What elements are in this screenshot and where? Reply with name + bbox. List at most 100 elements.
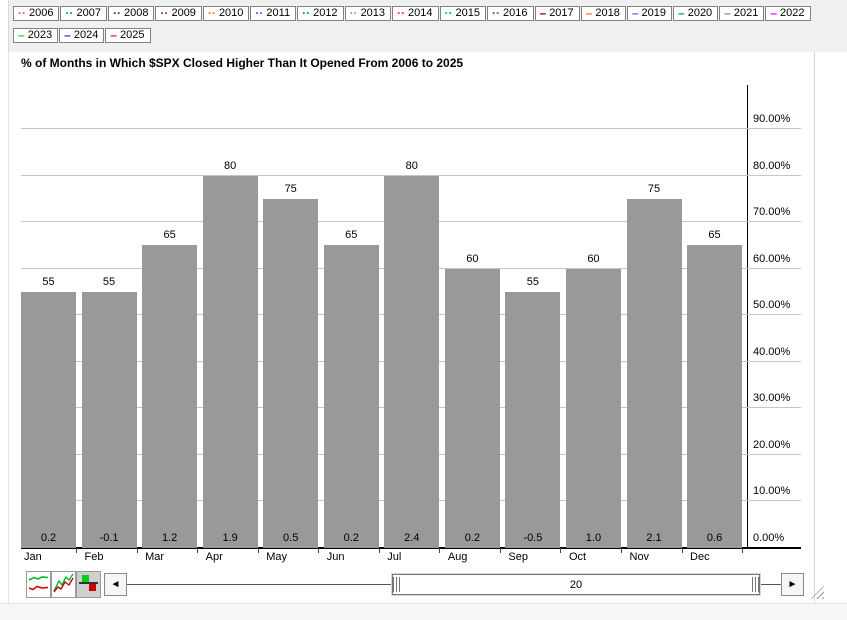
year-marker-icon: ·· [397, 6, 406, 20]
bar-value-label-Apr: 80 [224, 159, 237, 172]
year-toggle-2023[interactable]: –2023 [13, 27, 59, 43]
x-axis-tick-Jun [378, 548, 380, 553]
year-toggle-2024[interactable]: –2024 [59, 27, 105, 43]
bar-value-label-Nov: 75 [647, 182, 661, 195]
right-arrow-icon: ► [787, 579, 798, 590]
x-axis-label-Jun: Jun [326, 551, 345, 563]
legend-row-1: ·· 2006 ·· 2007 ·· 2008 ·· 2009 ·· 2010 ·· 2011 ·· 20… [13, 3, 847, 23]
year-label: 2010 [218, 7, 244, 19]
x-axis-label-Dec: Dec [690, 551, 710, 563]
year-label: 2007 [76, 7, 101, 19]
year-label: 2011 [266, 7, 291, 19]
scroll-right-button[interactable]: ► [781, 573, 804, 596]
year-toggle-2025[interactable]: –2025 [105, 27, 151, 43]
scrollbar-value: 20 [569, 578, 583, 591]
bar-Dec [687, 245, 743, 548]
year-toggle-2022[interactable]: –2022 [765, 5, 811, 21]
bar-value-label-Mar: 65 [163, 229, 176, 242]
bar-footer-value-Jun: 0.2 [343, 532, 359, 544]
bar-value-label-Sep: 55 [526, 275, 540, 288]
year-label: 2021 [733, 7, 759, 19]
x-axis-label-Apr: Apr [205, 551, 223, 563]
zigzag-chart-icon [53, 573, 74, 596]
year-legend-bar: ·· 2006 ·· 2007 ·· 2008 ·· 2009 ·· 2010 ·· 2011 ·· 20… [8, 0, 847, 52]
year-label: 2013 [360, 7, 386, 19]
chart-title: % of Months in Which $SPX Closed Higher … [21, 56, 464, 70]
year-toggle-2014[interactable]: ·· 2014 [392, 5, 439, 21]
x-axis-tick-Apr [257, 548, 259, 553]
x-axis-tick-Oct [620, 548, 622, 553]
bar-Apr [202, 175, 258, 548]
year-toggle-2018[interactable]: –2018 [580, 5, 626, 21]
scroll-left-button[interactable]: ◄ [104, 573, 127, 596]
bar-May [263, 198, 319, 548]
year-toggle-2016[interactable]: ·· 2016 [487, 5, 534, 21]
year-toggle-2010[interactable]: ·· 2010 [202, 5, 250, 21]
bar-value-label-May: 75 [284, 182, 297, 195]
bar-Aug [444, 268, 500, 548]
x-axis-label-Feb: Feb [84, 551, 104, 563]
bar-footer-value-Feb: -0.1 [99, 532, 119, 544]
year-marker-icon: – [631, 6, 639, 20]
year-toggle-2013[interactable]: ·· 2013 [344, 5, 392, 21]
x-axis-label-Oct: Oct [568, 551, 587, 563]
bar-value-label-Jul: 80 [405, 159, 418, 172]
year-marker-icon: – [18, 28, 25, 42]
year-toggle-2017[interactable]: –2017 [534, 5, 580, 21]
bar-footer-value-May: 0.5 [283, 532, 299, 544]
bar-value-label-Oct: 60 [587, 252, 600, 265]
resize-grip[interactable] [808, 586, 824, 599]
y-axis-label-40: 40.00% [753, 345, 791, 358]
x-axis-tick-May [318, 548, 320, 553]
year-marker-icon: – [678, 6, 685, 20]
bar-chart-icon [78, 573, 99, 596]
year-marker-icon: – [770, 6, 778, 20]
chart-panel: % of Months in Which $SPX Closed Higher … [8, 52, 824, 603]
year-toggle-2011[interactable]: ·· 2011 [250, 5, 297, 21]
year-label: 2022 [780, 7, 805, 19]
year-marker-icon: ·· [160, 6, 169, 20]
bar-value-label-Jun: 65 [345, 229, 358, 242]
year-toggle-2008[interactable]: ·· 2008 [107, 5, 155, 21]
bar-Jun [323, 245, 379, 548]
year-marker-icon: – [724, 6, 731, 20]
y-axis-label-0: 0.00% [753, 532, 785, 544]
year-label: 2018 [595, 7, 620, 19]
bar-Sep [505, 291, 561, 548]
year-toggle-2007[interactable]: ·· 2007 [60, 5, 107, 21]
year-toggle-2019[interactable]: –2019 [626, 5, 673, 21]
plot-area: 0.00% 10.00% 20.00% 30.00% 40.00% 50.00% 60.00… [21, 80, 801, 563]
scrollbar-thumb[interactable]: 20 [392, 574, 760, 595]
bar-footer-value-Dec: 0.6 [706, 532, 723, 544]
legend-row-2: –2023–2024–2025 [13, 25, 847, 45]
year-marker-icon: – [64, 28, 71, 42]
bar-footer-value-Apr: 1.9 [222, 532, 238, 544]
bottom-toolbar: ◄ 20 ► [9, 571, 824, 603]
line-chart-icon [28, 573, 49, 596]
bar-footer-value-Jan: 0.2 [40, 532, 57, 544]
year-label: 2012 [313, 7, 338, 19]
year-marker-icon: ·· [349, 6, 358, 20]
line-chart-mode-button[interactable] [26, 571, 51, 598]
bar-chart-mode-button[interactable] [76, 571, 101, 598]
year-toggle-2006[interactable]: ·· 2006 [13, 5, 60, 21]
year-label: 2017 [549, 7, 574, 19]
gridline-80 [21, 174, 801, 176]
year-toggle-2012[interactable]: ·· 2012 [297, 5, 344, 21]
year-marker-icon: – [539, 6, 547, 20]
year-toggle-2009[interactable]: ·· 2009 [155, 5, 202, 21]
y-axis-label-20: 20.00% [753, 438, 791, 451]
year-toggle-2015[interactable]: ·· 2015 [439, 5, 487, 21]
bar-footer-value-Sep: -0.5 [523, 532, 543, 544]
zigzag-chart-mode-button[interactable] [51, 571, 76, 598]
x-axis-label-May: May [266, 551, 287, 563]
year-toggle-2021[interactable]: –2021 [719, 5, 765, 21]
bar-Mar [142, 245, 198, 548]
year-marker-icon: – [585, 6, 593, 20]
bar-Oct [565, 268, 621, 548]
bar-footer-value-Jul: 2.4 [404, 532, 420, 544]
bar-value-label-Aug: 60 [466, 252, 479, 265]
year-toggle-2020[interactable]: –2020 [673, 5, 719, 21]
year-label: 2023 [27, 29, 53, 41]
x-axis-tick-Dec [742, 548, 744, 553]
